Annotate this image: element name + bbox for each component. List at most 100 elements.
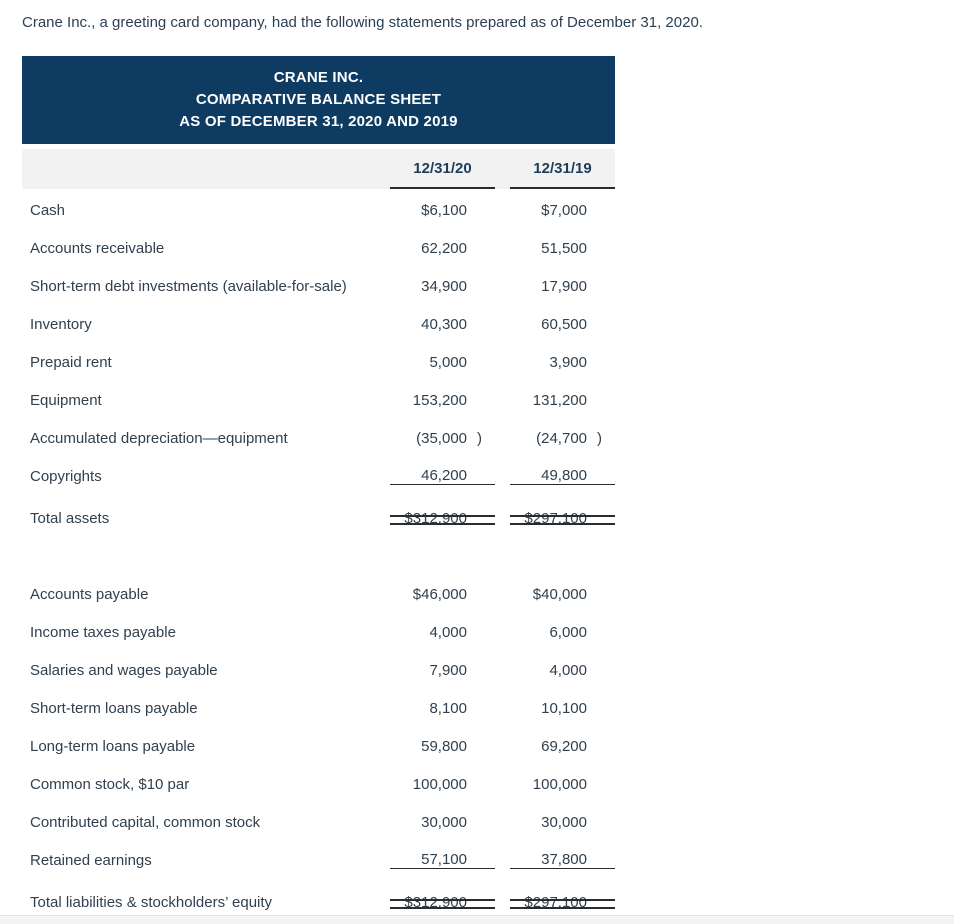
cell-value: 57,100: [421, 851, 467, 868]
cell-value: 131,200: [532, 391, 587, 409]
value-cell: $46,000: [390, 586, 495, 603]
cell-value: 69,200: [541, 737, 587, 755]
row-label: Inventory: [30, 315, 92, 333]
cell-value: 62,200: [421, 239, 467, 257]
value-cell: 7,900: [390, 662, 495, 679]
row-label: Income taxes payable: [30, 623, 176, 641]
cell-value: $297,100: [524, 893, 587, 911]
paren-suffix: ): [477, 429, 482, 447]
value-cell: 62,200: [390, 240, 495, 257]
row-label: Short-term debt investments (available-f…: [30, 277, 347, 295]
value-cell: 30,000: [390, 814, 495, 831]
value-cell: 40,300: [390, 316, 495, 333]
value-cell: 8,100: [390, 700, 495, 717]
value-cell: $297,100: [510, 894, 615, 911]
cell-value: 3,900: [549, 353, 587, 371]
cell-value: 34,900: [421, 277, 467, 295]
column-header-row: 12/31/20 12/31/19: [22, 149, 615, 189]
cell-value: 40,300: [421, 315, 467, 333]
value-cell: 153,200: [390, 392, 495, 409]
row-label: Contributed capital, common stock: [30, 813, 261, 831]
value-cell: $7,000: [510, 202, 615, 219]
cell-value: 8,100: [429, 699, 467, 717]
section-liabilities-and-equity: Accounts payable $46,000 $40,000 Income tax…: [22, 575, 615, 924]
table-row: Prepaid rent 5,000 3,900: [22, 343, 615, 381]
table-row: Short-term debt investments (available-f…: [22, 267, 615, 305]
value-cell: 30,000: [510, 814, 615, 831]
row-label: Accounts payable: [30, 585, 149, 603]
column-header-2020: 12/31/20: [390, 149, 495, 189]
cell-value: (24,700: [536, 429, 587, 447]
row-label: Short-term loans payable: [30, 699, 198, 717]
cell-value: 100,000: [532, 775, 587, 793]
cell-value: 10,100: [541, 699, 587, 717]
value-cell: $312,900: [390, 510, 495, 527]
value-cell: 46,200: [390, 467, 495, 485]
value-cell: $297,100: [510, 510, 615, 527]
table-row: Retained earnings 57,100 37,800: [22, 841, 615, 879]
value-cell: $6,100: [390, 202, 495, 219]
value-cell: 51,500: [510, 240, 615, 257]
value-cell: 59,800: [390, 738, 495, 755]
cell-value: 59,800: [421, 737, 467, 755]
table-row: Cash $6,100 $7,000: [22, 191, 615, 229]
cell-value: $312,900: [404, 893, 467, 911]
statement-title-company: CRANE INC.: [273, 69, 364, 86]
table-row: Common stock, $10 par 100,000 100,000: [22, 765, 615, 803]
cell-value: $46,000: [412, 585, 467, 603]
value-cell: 37,800: [510, 851, 615, 869]
intro-text: Crane Inc., a greeting card company, had…: [22, 14, 703, 31]
row-label: Accounts receivable: [30, 239, 165, 257]
table-row: Total assets $312,900 $297,100: [22, 495, 615, 541]
row-label: Cash: [30, 201, 66, 219]
value-cell: 4,000: [510, 662, 615, 679]
balance-sheet: CRANE INC. COMPARATIVE BALANCE SHEET AS …: [22, 56, 615, 924]
value-cell: 5,000: [390, 354, 495, 371]
column-header-spacer: [22, 149, 390, 189]
table-row: Copyrights 46,200 49,800: [22, 457, 615, 495]
table-row: Income taxes payable 4,000 6,000: [22, 613, 615, 651]
cell-value: $297,100: [524, 509, 587, 527]
cell-value: 37,800: [541, 851, 587, 868]
cell-value: 5,000: [429, 353, 467, 371]
cell-value: $312,900: [404, 509, 467, 527]
row-label: Copyrights: [30, 467, 102, 485]
table-row: Accumulated depreciation—equipment (35,00…: [22, 419, 615, 457]
cell-value: 6,000: [549, 623, 587, 641]
value-cell: 49,800: [510, 467, 615, 485]
value-cell: (35,000): [390, 430, 495, 447]
statement-title-type: COMPARATIVE BALANCE SHEET: [195, 91, 442, 108]
value-cell: 6,000: [510, 624, 615, 641]
value-cell: 69,200: [510, 738, 615, 755]
cell-value: 46,200: [421, 467, 467, 484]
cell-value: 30,000: [541, 813, 587, 831]
value-cell: 4,000: [390, 624, 495, 641]
table-row: Inventory 40,300 60,500: [22, 305, 615, 343]
cell-value: 60,500: [541, 315, 587, 333]
value-cell: 60,500: [510, 316, 615, 333]
row-label: Salaries and wages payable: [30, 661, 218, 679]
table-row: Short-term loans payable 8,100 10,100: [22, 689, 615, 727]
value-cell: 3,900: [510, 354, 615, 371]
statement-header: CRANE INC. COMPARATIVE BALANCE SHEET AS …: [22, 56, 615, 144]
cell-value: $6,100: [421, 201, 467, 219]
cell-value: $40,000: [532, 585, 587, 603]
row-label: Retained earnings: [30, 851, 152, 869]
section-assets: Cash $6,100 $7,000 Accounts receivable 62,20…: [22, 191, 615, 541]
cell-value: 49,800: [541, 467, 587, 484]
value-cell: 100,000: [390, 776, 495, 793]
bottom-divider: [0, 915, 954, 924]
cell-value: 51,500: [541, 239, 587, 257]
table-row: Accounts payable $46,000 $40,000: [22, 575, 615, 613]
table-row: Long-term loans payable 59,800 69,200: [22, 727, 615, 765]
value-cell: 100,000: [510, 776, 615, 793]
row-label: Equipment: [30, 391, 102, 409]
value-cell: 34,900: [390, 278, 495, 295]
row-label: Common stock, $10 par: [30, 775, 190, 793]
cell-value: 100,000: [412, 775, 467, 793]
statement-title-dates: AS OF DECEMBER 31, 2020 AND 2019: [179, 113, 458, 130]
cell-value: 17,900: [541, 277, 587, 295]
value-cell: 131,200: [510, 392, 615, 409]
table-row: Salaries and wages payable 7,900 4,000: [22, 651, 615, 689]
